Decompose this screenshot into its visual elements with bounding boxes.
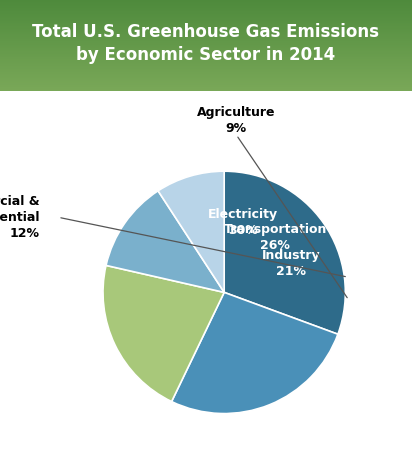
Bar [0,64,412,65]
Bar [0,41,412,43]
Bar [0,65,412,66]
Bar [0,61,412,62]
Bar [0,47,412,48]
Wedge shape [106,191,224,292]
Bar [0,14,412,15]
Bar [0,43,412,45]
Bar [0,86,412,87]
Wedge shape [158,171,224,292]
Wedge shape [172,292,338,414]
Bar [0,82,412,83]
Bar [0,72,412,73]
Bar [0,75,412,76]
Bar [0,1,412,2]
Bar [0,67,412,69]
Bar [0,2,412,4]
Bar [0,20,412,21]
Bar [0,81,412,82]
Wedge shape [103,266,224,402]
Bar [0,0,412,1]
Bar [0,79,412,80]
Text: Total U.S. Greenhouse Gas Emissions
by Economic Sector in 2014: Total U.S. Greenhouse Gas Emissions by E… [33,23,379,64]
Bar [0,90,412,91]
Bar [0,37,412,38]
Wedge shape [224,171,345,334]
Bar [0,9,412,11]
Bar [0,52,412,53]
Bar [0,11,412,13]
Bar [0,89,412,90]
Bar [0,77,412,78]
Bar [0,6,412,7]
Bar [0,57,412,58]
Bar [0,66,412,67]
Bar [0,48,412,49]
Text: Electricity
30%: Electricity 30% [208,207,278,237]
Bar [0,31,412,32]
Bar [0,80,412,81]
Text: Agriculture
9%: Agriculture 9% [197,106,276,135]
Bar [0,30,412,31]
Bar [0,53,412,54]
Bar [0,4,412,5]
Bar [0,16,412,17]
Bar [0,55,412,56]
Bar [0,71,412,72]
Bar [0,83,412,85]
Text: Commercial &
Residential
12%: Commercial & Residential 12% [0,195,40,240]
Bar [0,28,412,30]
Bar [0,33,412,34]
Bar [0,23,412,24]
Bar [0,39,412,40]
Bar [0,7,412,8]
Bar [0,73,412,74]
Bar [0,25,412,26]
Bar [0,87,412,88]
Bar [0,62,412,63]
Bar [0,45,412,46]
Text: Industry
21%: Industry 21% [262,249,320,278]
Bar [0,50,412,51]
Bar [0,74,412,75]
Bar [0,63,412,64]
Bar [0,17,412,18]
Bar [0,56,412,57]
Bar [0,49,412,50]
Bar [0,58,412,59]
Bar [0,85,412,86]
Bar [0,59,412,61]
Bar [0,13,412,14]
Bar [0,27,412,28]
Bar [0,78,412,79]
Bar [0,69,412,71]
Bar [0,15,412,16]
Bar [0,38,412,39]
Bar [0,36,412,37]
Bar [0,34,412,36]
Bar [0,88,412,89]
Bar [0,32,412,33]
Bar [0,22,412,23]
Bar [0,18,412,20]
Bar [0,24,412,25]
Bar [0,54,412,55]
Bar [0,8,412,9]
Bar [0,40,412,41]
Bar [0,46,412,47]
Text: Transportation
26%: Transportation 26% [224,223,327,252]
